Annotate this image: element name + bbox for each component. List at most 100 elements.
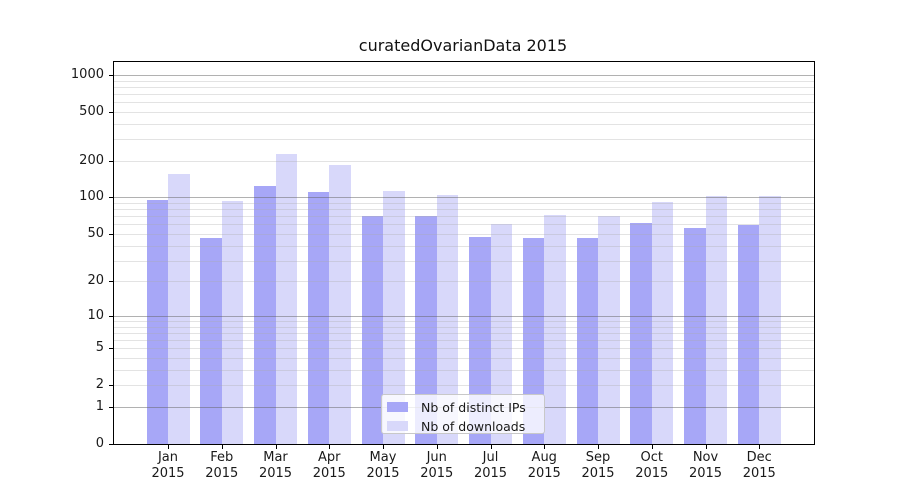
month-label: May — [369, 450, 397, 465]
y-tick-mark-50 — [109, 233, 114, 235]
gridline-2 — [114, 385, 814, 387]
bar-downloads-jul — [490, 223, 512, 444]
x-tick-mark-nov — [705, 444, 707, 449]
legend-swatch-downloads — [387, 421, 408, 431]
y-tick-mark-2 — [109, 385, 114, 387]
bar-distinct-ips-dec — [737, 225, 760, 444]
x-tick-label-sep: Sep 2015 — [566, 450, 630, 482]
gridline-40 — [114, 245, 814, 247]
x-tick-mark-feb — [221, 444, 223, 449]
year-label: 2015 — [742, 466, 776, 481]
y-tick-mark-10 — [109, 315, 114, 317]
bar-distinct-ips-oct — [630, 222, 652, 444]
x-tick-mark-aug — [544, 444, 546, 449]
bar-distinct-ips-jun — [415, 215, 437, 444]
month-label: Aug — [531, 450, 557, 465]
gridline-5 — [114, 348, 814, 350]
gridline-600 — [114, 102, 814, 104]
x-tick-mark-dec — [759, 444, 761, 449]
year-label: 2015 — [205, 466, 239, 481]
month-label: Apr — [318, 450, 341, 465]
year-label: 2015 — [688, 466, 723, 481]
bar-downloads-sep — [598, 215, 620, 444]
x-tick-mark-apr — [329, 444, 331, 449]
gridline-80 — [114, 209, 814, 211]
plot-area: 0 1 2 5 10 20 50 100 200 500 1000 Jan 2015 Feb 2015 Ma… — [71, 61, 815, 481]
x-tick-mark-jan — [168, 444, 169, 449]
y-tick-mark-1000 — [109, 74, 114, 76]
year-label: 2015 — [312, 466, 346, 481]
y-tick-label-20: 20 — [87, 273, 104, 289]
legend-row-distinct-ips: Nb of distinct IPs — [382, 399, 544, 415]
gridline-90 — [114, 203, 814, 205]
bar-distinct-ips-sep — [576, 238, 598, 444]
gridline-900 — [114, 80, 814, 82]
y-tick-label-5: 5 — [95, 340, 104, 356]
month-label: Jul — [482, 450, 499, 465]
x-tick-label-aug: Aug 2015 — [512, 450, 576, 482]
y-tick-mark-0 — [109, 444, 114, 445]
gridline-500 — [114, 111, 814, 113]
x-tick-label-may: May 2015 — [351, 450, 415, 482]
x-tick-label-apr: Apr 2015 — [297, 450, 361, 482]
x-tick-label-mar: Mar 2015 — [244, 450, 308, 482]
gridline-8 — [114, 326, 814, 328]
gridline-3 — [114, 369, 814, 371]
bar-downloads-aug — [544, 214, 566, 444]
month-label: Jan — [157, 450, 179, 465]
legend-label-downloads: Nb of downloads — [421, 418, 526, 434]
year-label: 2015 — [151, 466, 185, 481]
year-label: 2015 — [258, 466, 293, 481]
bar-downloads-jan — [168, 174, 190, 444]
bar-downloads-dec — [759, 196, 781, 444]
y-tick-label-2: 2 — [95, 377, 104, 393]
year-label: 2015 — [366, 466, 400, 481]
y-tick-mark-5 — [109, 348, 114, 350]
y-tick-label-0: 0 — [95, 436, 104, 451]
x-tick-mark-oct — [651, 444, 653, 449]
x-tick-mark-jul — [490, 444, 492, 449]
year-label: 2015 — [635, 466, 669, 481]
bar-downloads-oct — [651, 201, 674, 444]
gridline-300 — [114, 139, 814, 141]
gridline-50 — [114, 233, 814, 235]
bar-distinct-ips-apr — [307, 192, 330, 444]
x-tick-label-oct: Oct 2015 — [620, 450, 684, 482]
bar-distinct-ips-mar — [254, 185, 276, 444]
y-tick-mark-500 — [109, 111, 114, 113]
legend-row-downloads: Nb of downloads — [382, 418, 544, 434]
x-tick-mark-jun — [436, 444, 438, 449]
bar-distinct-ips-aug — [522, 238, 545, 444]
bar-distinct-ips-feb — [200, 238, 222, 444]
year-label: 2015 — [473, 466, 508, 481]
y-tick-mark-1 — [109, 406, 114, 408]
gridline-9 — [114, 321, 814, 322]
month-label: Nov — [692, 450, 719, 465]
month-label: Dec — [746, 450, 772, 465]
gridline-30 — [114, 260, 814, 262]
x-tick-mark-sep — [598, 444, 599, 449]
x-tick-mark-may — [383, 444, 384, 449]
y-tick-label-1000: 1000 — [70, 66, 104, 82]
month-label: Jun — [426, 450, 447, 465]
x-tick-label-jun: Jun 2015 — [405, 450, 469, 482]
y-tick-label-100: 100 — [79, 189, 104, 205]
gridline-100 — [114, 197, 814, 199]
bar-downloads-mar — [275, 154, 297, 444]
gridline-700 — [114, 93, 814, 95]
x-tick-mark-mar — [275, 444, 277, 449]
x-tick-label-dec: Dec 2015 — [727, 450, 791, 482]
chart-title: curatedOvarianData 2015 — [358, 36, 568, 55]
gridline-400 — [114, 123, 814, 125]
gridline-60 — [114, 224, 814, 226]
month-label: Sep — [585, 450, 611, 465]
gridline-6 — [114, 340, 814, 342]
legend-label-distinct-ips: Nb of distinct IPs — [421, 399, 526, 415]
legend-swatch-distinct-ips — [387, 402, 408, 412]
gridline-4 — [114, 358, 814, 360]
y-tick-label-1: 1 — [95, 398, 104, 414]
bar-distinct-ips-may — [361, 215, 383, 444]
gridline-10 — [114, 315, 814, 317]
x-tick-label-jul: Jul 2015 — [459, 450, 523, 482]
